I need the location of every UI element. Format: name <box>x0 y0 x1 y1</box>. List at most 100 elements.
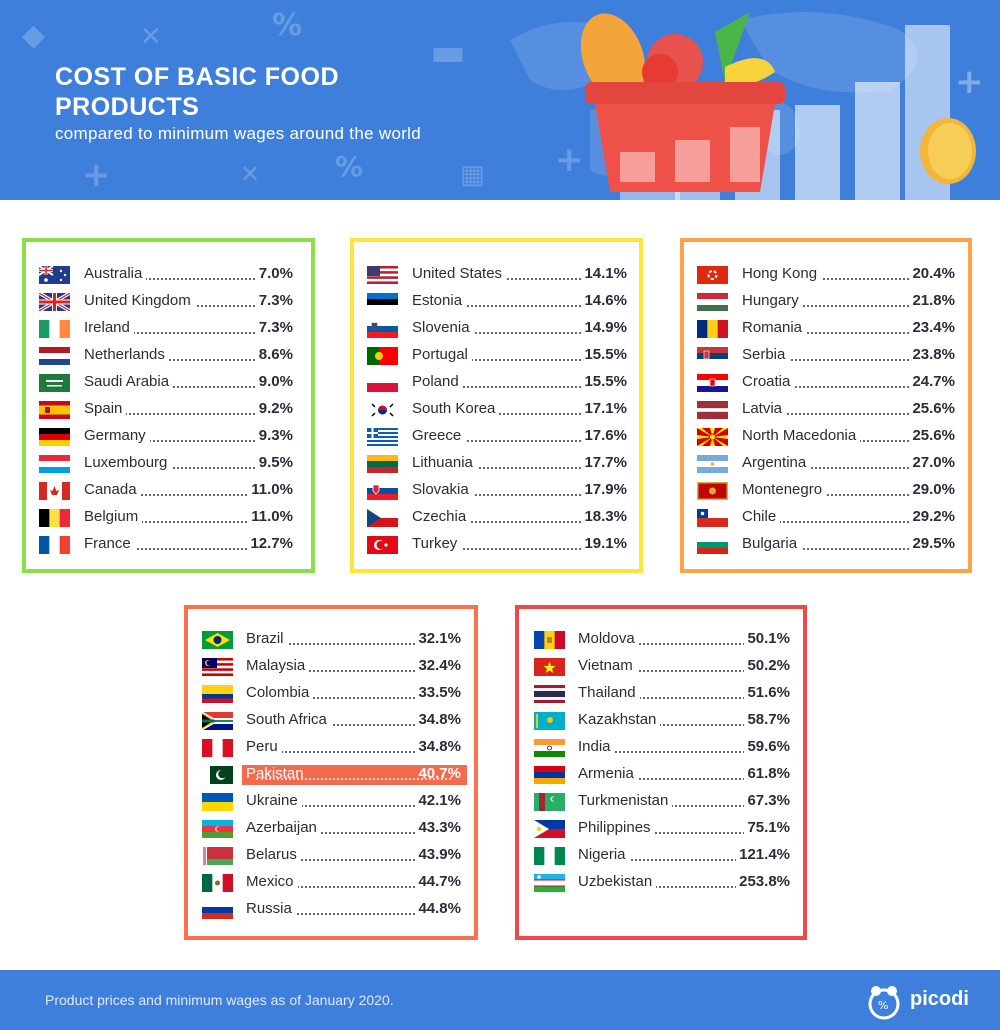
country-row: South Africa 34.8% <box>188 710 474 732</box>
country-name: Slovakia <box>412 481 473 498</box>
country-row: Nigeria 121.4% <box>519 845 803 867</box>
south-korea-flag <box>367 401 398 419</box>
country-name: Armenia <box>578 765 638 782</box>
dotted-leader <box>588 866 780 888</box>
dotted-leader <box>752 393 945 415</box>
country-name: Uzbekistan <box>578 873 657 890</box>
country-name: Turkey <box>412 535 462 552</box>
country-name: France <box>84 535 135 552</box>
country-name: India <box>578 738 615 755</box>
country-row: Pakistan 40.7% <box>188 764 474 786</box>
country-row: Lithuania 17.7% <box>354 453 639 475</box>
spain-flag <box>39 401 70 419</box>
vietnam-flag <box>534 658 565 676</box>
country-row: Croatia 24.7% <box>684 372 968 394</box>
luxembourg-flag <box>39 455 70 473</box>
country-row: Mexico 44.7% <box>188 872 474 894</box>
percentage-value: 253.8% <box>736 873 790 890</box>
country-name: Philippines <box>578 819 655 836</box>
dotted-leader <box>588 839 780 861</box>
estonia-flag <box>367 293 398 311</box>
armenia-flag <box>534 766 565 784</box>
percentage-value: 7.3% <box>255 319 293 336</box>
country-row: Armenia 61.8% <box>519 764 803 786</box>
malaysia-flag <box>202 658 233 676</box>
percent-icon: % <box>272 8 303 43</box>
dotted-leader <box>256 623 451 645</box>
dotted-leader <box>422 339 617 361</box>
dotted-leader <box>94 312 283 334</box>
dotted-leader <box>94 474 283 496</box>
ukraine-flag <box>202 793 233 811</box>
dotted-leader <box>588 785 780 807</box>
dotted-leader <box>588 704 780 726</box>
footer-note: Product prices and minimum wages as of J… <box>45 992 394 1008</box>
south-africa-flag <box>202 712 233 730</box>
dotted-leader <box>752 258 945 280</box>
country-row: Poland 15.5% <box>354 372 639 394</box>
dotted-leader <box>752 339 945 361</box>
country-name: Colombia <box>246 684 314 701</box>
portugal-flag <box>367 347 398 365</box>
country-row: Latvia 25.6% <box>684 399 968 421</box>
country-name: Latvia <box>742 400 787 417</box>
dotted-leader <box>752 285 945 307</box>
percentage-value: 20.4% <box>909 265 955 282</box>
latvia-flag <box>697 401 728 419</box>
plus-icon: + <box>82 155 111 195</box>
food-basket-illustration <box>580 12 785 192</box>
country-name: Croatia <box>742 373 795 390</box>
dotted-leader <box>588 758 780 780</box>
netherlands-flag <box>39 347 70 365</box>
country-name: Germany <box>84 427 150 444</box>
multiply-icon: ✕ <box>140 22 162 52</box>
serbia-flag <box>697 347 728 365</box>
country-row: Peru 34.8% <box>188 737 474 759</box>
chile-flag <box>697 509 728 527</box>
page-title: COST OF BASIC FOOD PRODUCTS <box>55 63 339 121</box>
country-row: Azerbaijan 43.3% <box>188 818 474 840</box>
country-name: South Africa <box>246 711 331 728</box>
dotted-leader <box>94 393 283 415</box>
dotted-leader <box>752 366 945 388</box>
country-name: Estonia <box>412 292 467 309</box>
percentage-value: 75.1% <box>744 819 790 836</box>
country-name: Spain <box>84 400 127 417</box>
australia-flag <box>39 266 70 284</box>
percentage-value: 44.7% <box>415 873 461 890</box>
dotted-leader <box>256 677 451 699</box>
footer: Product prices and minimum wages as of J… <box>0 970 1000 1030</box>
country-name: Ireland <box>84 319 134 336</box>
percentage-value: 50.1% <box>744 630 790 647</box>
peru-flag <box>202 739 233 757</box>
dotted-leader <box>752 501 945 523</box>
country-name: Brazil <box>246 630 288 647</box>
country-name: Argentina <box>742 454 811 471</box>
percentage-value: 24.7% <box>909 373 955 390</box>
percentage-value: 34.8% <box>415 711 461 728</box>
country-name: Ukraine <box>246 792 302 809</box>
country-name: North Macedonia <box>742 427 861 444</box>
mexico-flag <box>202 874 233 892</box>
country-name: Peru <box>246 738 282 755</box>
percentage-value: 23.8% <box>909 346 955 363</box>
belarus-flag <box>202 847 233 865</box>
country-name: Romania <box>742 319 807 336</box>
percentage-value: 8.6% <box>255 346 293 363</box>
country-row: Greece 17.6% <box>354 426 639 448</box>
percentage-value: 9.0% <box>255 373 293 390</box>
country-row: Slovakia 17.9% <box>354 480 639 502</box>
romania-flag <box>697 320 728 338</box>
dotted-leader <box>422 366 617 388</box>
country-row: Spain 9.2% <box>26 399 311 421</box>
header-banner: ◆ ✕ % % ✕ + + + ▦ ▬ COST OF BASIC <box>0 0 1000 200</box>
dotted-leader <box>94 366 283 388</box>
country-name: Moldova <box>578 630 639 647</box>
country-row: United Kingdom 7.3% <box>26 291 311 313</box>
country-row: Germany 9.3% <box>26 426 311 448</box>
dotted-leader <box>422 528 617 550</box>
dotted-leader <box>256 650 451 672</box>
poland-flag <box>367 374 398 392</box>
country-row: Brazil 32.1% <box>188 629 474 651</box>
country-row: Estonia 14.6% <box>354 291 639 313</box>
